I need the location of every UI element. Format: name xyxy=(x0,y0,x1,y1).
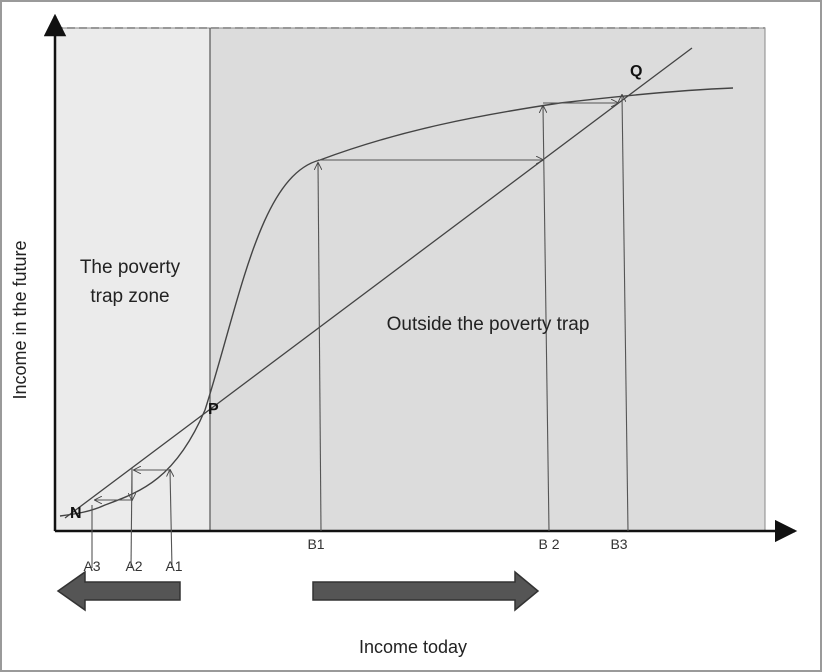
arrow-right-icon xyxy=(312,570,540,612)
s-shaped-curve xyxy=(59,87,734,517)
point-p-label: P xyxy=(208,401,219,418)
trap-zone-label-line2: trap zone xyxy=(90,286,169,307)
tick-a2: A2 xyxy=(125,558,142,574)
b1-vertical-arrow xyxy=(318,163,321,532)
tick-a3: A3 xyxy=(83,558,100,574)
outside-zone-label: Outside the poverty trap xyxy=(387,314,590,335)
y-axis-title: Income in the future xyxy=(10,240,30,399)
a1-vertical-arrow xyxy=(170,470,172,569)
tick-b2: B 2 xyxy=(538,536,559,552)
b2-vertical-arrow xyxy=(543,106,550,532)
tick-a1: A1 xyxy=(165,558,182,574)
point-n-label: N xyxy=(70,505,82,522)
tick-b3: B3 xyxy=(610,536,627,552)
outside-poverty-trap-zone xyxy=(209,27,766,532)
b3-vertical-arrow xyxy=(622,95,629,532)
trap-zone-label-line1: The poverty xyxy=(80,257,181,278)
poverty-trap-zone xyxy=(54,27,211,532)
forty-five-degree-line xyxy=(64,47,693,519)
point-q-label: Q xyxy=(630,63,642,80)
tick-b1: B1 xyxy=(307,536,324,552)
x-axis-title: Income today xyxy=(359,637,467,657)
arrow-left-icon xyxy=(56,570,181,612)
